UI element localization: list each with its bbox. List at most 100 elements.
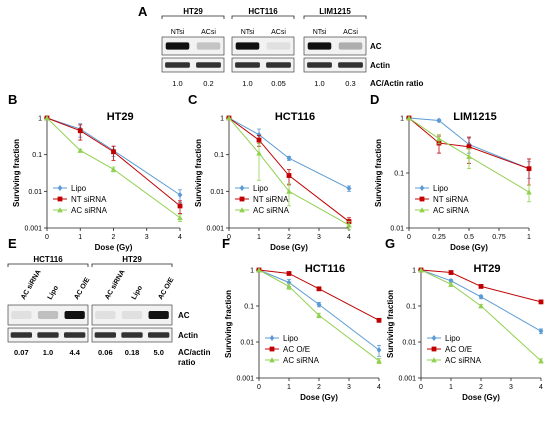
y-tick-label: 0.1 [406,304,416,311]
panel-label: C [188,92,198,107]
data-point [538,299,544,305]
data-point [478,303,484,309]
ac-blot-box [161,36,225,56]
data-point [376,317,382,323]
x-tick-label: 0 [227,234,231,241]
data-point [57,207,63,213]
legend-entry: Lipo [253,184,269,193]
blot-group-title: HT29 [183,7,203,16]
y-tick-label: 0.1 [32,152,42,159]
blot-group: LIM1215 NTsi ACsi 1.0 0.3 [303,7,367,88]
panel-label: D [370,92,379,107]
ac-band [266,42,291,50]
series-line [408,117,530,170]
actin-band [307,62,332,68]
data-point [286,188,292,194]
x-tick-label: 4 [347,234,351,241]
data-point [256,131,262,138]
lane-label: AC siRNA [104,269,127,301]
ratio-label-line1: AC/actin [178,348,211,357]
row-label-actin: Actin [178,331,198,340]
panel-a-label: A [138,4,148,19]
y-tick-label: 0.1 [214,152,224,159]
y-tick-label: 0.001 [398,376,416,383]
data-point [177,214,183,221]
data-point [177,203,183,209]
ac-blot-box [7,304,89,326]
x-tick-label: 1 [257,234,261,241]
ratio-value: 1.0 [314,79,324,88]
x-tick-label: 1 [287,384,291,391]
data-point [269,357,275,363]
data-point [77,147,84,153]
y-axis-label: Surviving fraction [374,139,383,207]
data-point [419,207,425,213]
data-point [77,128,83,134]
legend-entry: Lipo [445,334,461,343]
ratio-value: 4.4 [69,348,80,357]
ac-band [235,42,260,50]
y-tick-label: 1 [220,116,224,123]
series-line [408,117,530,193]
data-point [286,173,292,178]
data-point [466,144,472,150]
actin-band [94,332,116,338]
series-line [258,269,380,321]
y-tick-label: 1 [412,268,416,275]
series-ac-sirna [418,267,544,364]
y-tick-label: 0.01 [402,340,416,347]
ratio-value: 1.0 [172,79,182,88]
y-tick-label: 0.001 [24,226,42,233]
data-point [406,115,412,121]
chart-title: HCT116 [305,263,345,275]
data-point [478,293,484,300]
actin-band [165,62,190,68]
x-tick-label: 4 [377,384,381,391]
ac-band [196,42,221,50]
panel-label: F [222,236,230,251]
legend-entry: AC siRNA [283,356,320,365]
panel-e-label: E [8,236,17,251]
x-axis-label: Dose (Gy) [270,243,308,252]
data-point [431,357,437,363]
series-line [258,269,380,351]
x-tick-label: 2 [317,384,321,391]
ac-band [37,311,59,319]
legend-entry: AC O/E [445,345,472,354]
actin-blot-box [231,57,295,73]
x-axis-label: Dose (Gy) [95,243,133,252]
legend: Lipo NT siRNA AC siRNA [235,184,290,215]
y-axis-label: Surviving fraction [386,290,395,358]
x-tick-label: 1 [527,234,531,241]
blot-group-title: HCT116 [33,255,63,264]
series-ac-sirna [44,115,183,222]
blot-bracket [7,263,89,267]
ac-blot-box [303,36,367,56]
y-tick-label: 0.001 [236,376,254,383]
survival-plot-d: D LIM1215 1 0.1 0.010 0.25 0.5 0.75 1 Dose (Gy) Su… [370,92,532,252]
ac-band [148,311,169,319]
series-line [420,269,542,303]
chart-title: HCT116 [275,111,315,123]
ac-band [165,42,190,50]
legend-entry: NT siRNA [433,195,469,204]
legend-entry: Lipo [433,184,449,193]
data-point [316,301,322,308]
y-tick-label: 0.01 [240,340,254,347]
data-point [256,137,262,143]
legend-entry: Lipo [283,334,299,343]
x-axis-label: Dose (Gy) [450,243,488,252]
data-point [431,335,437,341]
legend-entry: Lipo [71,184,87,193]
data-point [57,196,63,202]
data-point [376,358,382,364]
data-point [538,358,544,364]
blot-bracket [231,15,295,19]
row-label-ac: AC [370,42,382,51]
data-point [346,222,352,228]
row-label-ac: AC [178,311,190,320]
blot-group-title: HCT116 [248,7,278,16]
